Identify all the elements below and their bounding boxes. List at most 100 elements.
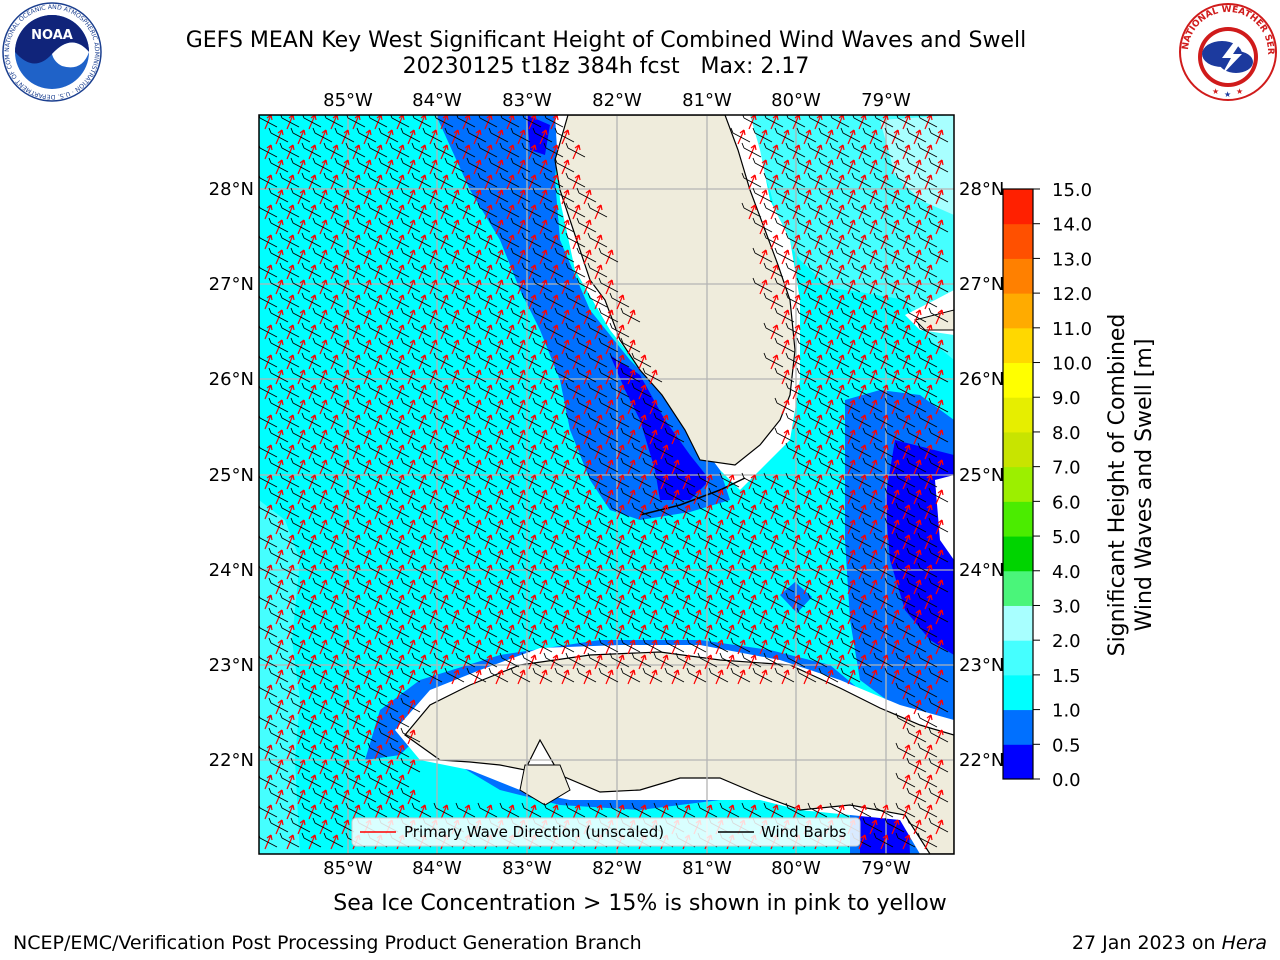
wave-arrowhead: [915, 669, 922, 676]
wind-barb: [796, 547, 817, 563]
wave-arrowhead: [552, 144, 559, 151]
wind-barb: [906, 517, 927, 533]
wind-barb: [862, 217, 883, 233]
wave-arrowhead: [332, 564, 339, 571]
wind-barb: [532, 217, 553, 233]
wind-barb: [543, 262, 564, 278]
wave-arrowhead: [442, 204, 449, 211]
wind-barb: [730, 547, 751, 563]
wind-barb: [455, 802, 476, 818]
wind-barb: [301, 472, 322, 488]
wind-barb: [411, 442, 432, 458]
wind-barb: [587, 322, 608, 338]
wave-arrowhead: [574, 804, 581, 811]
wind-barb: [917, 412, 938, 428]
wave-arrowhead: [277, 819, 284, 826]
wave-arrowhead: [431, 639, 438, 646]
wave-arrowhead: [849, 279, 856, 286]
wave-arrowhead: [310, 474, 317, 481]
wave-arrowhead: [541, 159, 548, 166]
wind-barb: [840, 187, 861, 203]
wave-arrowhead: [431, 219, 438, 226]
wave-arrowhead: [618, 564, 625, 571]
wave-arrowhead: [530, 594, 537, 601]
wind-barb: [796, 517, 817, 533]
wind-barb: [895, 562, 916, 578]
wind-barb: [444, 277, 465, 293]
wave-arrowhead: [387, 279, 394, 286]
wave-arrowhead: [651, 399, 658, 406]
wave-arrowhead: [277, 789, 284, 796]
wave-arrowhead: [321, 429, 328, 436]
wind-barb: [653, 802, 674, 818]
wind-barb: [873, 172, 894, 188]
wind-barb: [796, 157, 817, 173]
wave-arrowhead: [475, 129, 482, 136]
wave-arrowhead: [288, 654, 295, 661]
wind-barb: [444, 307, 465, 323]
wind-barb: [818, 667, 839, 683]
wind-barb: [378, 757, 399, 773]
wind-barb: [312, 667, 333, 683]
wave-arrowhead: [354, 234, 361, 241]
wind-barb: [510, 487, 531, 503]
wave-arrowhead: [541, 639, 548, 646]
wave-arrowhead: [563, 429, 570, 436]
wind-barb: [763, 562, 784, 578]
wave-arrowhead: [937, 609, 944, 616]
wind-barb: [719, 532, 740, 548]
wave-arrowhead: [354, 774, 361, 781]
wave-arrowhead: [816, 594, 823, 601]
map-field: [259, 115, 954, 854]
wave-arrowhead: [530, 804, 537, 811]
wave-arrowhead: [277, 279, 284, 286]
wind-barb: [741, 562, 762, 578]
wave-arrowhead: [497, 399, 504, 406]
wave-arrowhead: [816, 264, 823, 271]
wind-barb: [730, 577, 751, 593]
wave-arrowhead: [365, 219, 372, 226]
wave-arrowhead: [299, 699, 306, 706]
wave-arrowhead: [585, 369, 592, 376]
wave-arrowhead: [541, 609, 548, 616]
wind-barb: [752, 187, 773, 203]
wave-arrowhead: [596, 804, 603, 811]
wind-barb: [587, 232, 608, 248]
wave-arrowhead: [805, 609, 812, 616]
wave-arrowhead: [343, 429, 350, 436]
wind-barb: [840, 397, 861, 413]
wind-barb: [356, 517, 377, 533]
wave-arrowhead: [277, 159, 284, 166]
wind-barb: [708, 487, 729, 503]
wave-arrowhead: [882, 654, 889, 661]
wind-barb: [279, 322, 300, 338]
wave-arrowhead: [849, 489, 856, 496]
wave-arrowhead: [882, 414, 889, 421]
wind-barb: [664, 547, 685, 563]
wave-arrowhead: [288, 744, 295, 751]
colorbar-frame: [1002, 188, 1034, 780]
wind-barb: [356, 427, 377, 443]
wave-arrowhead: [442, 474, 449, 481]
wind-barb: [895, 142, 916, 158]
wave-arrowhead: [464, 594, 471, 601]
wave-arrowhead: [552, 264, 559, 271]
wave-arrowhead: [904, 714, 911, 721]
wave-arrowhead: [420, 264, 427, 271]
wave-arrowhead: [805, 249, 812, 256]
wave-arrowhead: [453, 279, 460, 286]
wind-barb: [785, 232, 806, 248]
wind-barb: [301, 202, 322, 218]
wind-barb: [301, 442, 322, 458]
wind-barb: [422, 457, 443, 473]
wind-barb: [587, 532, 608, 548]
wave-arrowhead: [519, 399, 526, 406]
wind-barb: [268, 457, 289, 473]
wind-barb: [851, 472, 872, 488]
wind-barb: [862, 487, 883, 503]
wave-arrowhead: [552, 564, 559, 571]
wave-arrowhead: [486, 444, 493, 451]
wave-arrowhead: [343, 549, 350, 556]
wind-barb: [334, 667, 355, 683]
wave-arrowhead: [651, 429, 658, 436]
